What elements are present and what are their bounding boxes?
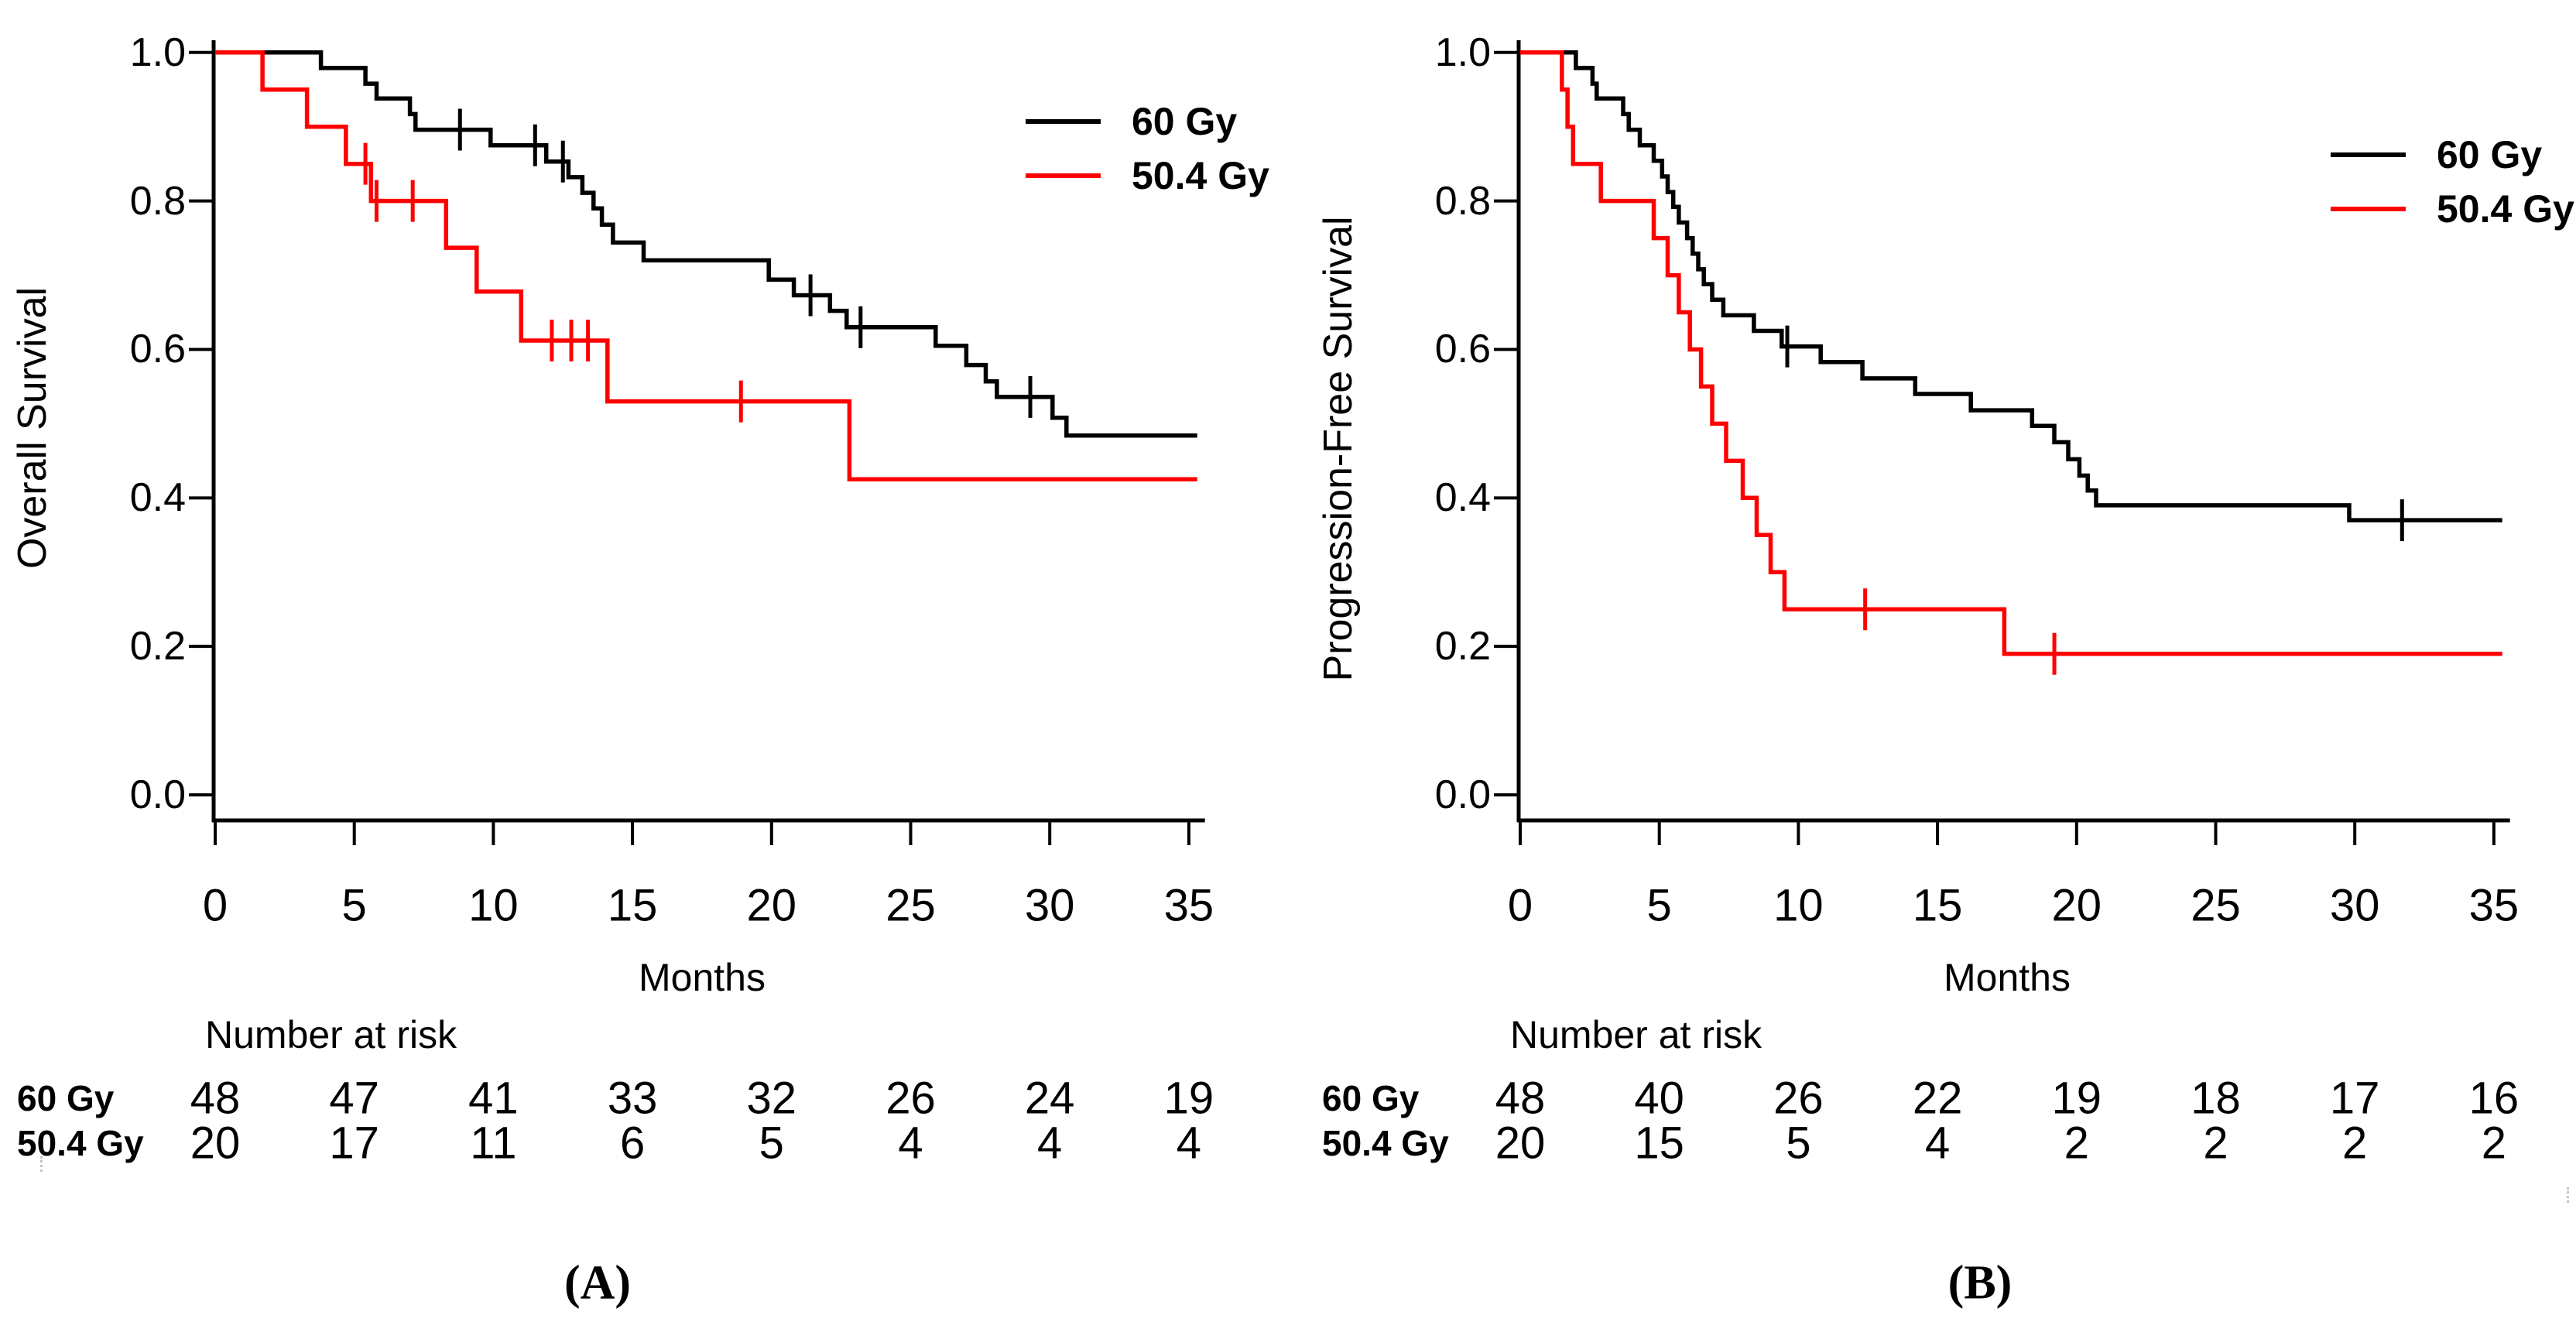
panel-a-y-tick-label: 0.4 xyxy=(129,475,186,521)
panel-b-risk-table-heading: Number at risk xyxy=(1510,1013,1762,1056)
panel-b-curve-60gy xyxy=(1520,50,2502,522)
panel-a-risk-value: 19 xyxy=(1163,1073,1214,1124)
panel-b-risk-value: 18 xyxy=(2191,1073,2241,1124)
panel-b-x-tick-label: 20 xyxy=(2051,880,2102,931)
panel-b-risk-row-label-50-4gy: 50.4 Gy xyxy=(1322,1123,1449,1163)
panel-a-risk-value: 48 xyxy=(190,1073,241,1124)
panel-a-x-tick-label: 0 xyxy=(202,880,228,931)
panel-b-risk-value: 22 xyxy=(1912,1073,1963,1124)
panel-b-y-tick-label: 0.6 xyxy=(1434,327,1491,372)
panel-a-y-tick-label: 1.0 xyxy=(129,29,186,75)
panel-b-y-axis-title: Progression-Free Survival xyxy=(1316,216,1361,682)
panel-b-x-tick-label: 5 xyxy=(1646,880,1672,931)
panel-b-legend-label-60gy: 60 Gy xyxy=(2437,133,2543,176)
panel-a-risk-value: 4 xyxy=(1176,1118,1202,1169)
panel-b-risk-value: 48 xyxy=(1495,1073,1546,1124)
scan-artifact xyxy=(40,1156,45,1172)
panel-b-x-tick-label: 0 xyxy=(1507,880,1533,931)
panel-b-risk-value: 16 xyxy=(2468,1073,2519,1124)
panel-b-risk-value: 40 xyxy=(1634,1073,1684,1124)
panel-b-y-tick-label: 0.8 xyxy=(1434,178,1491,224)
panel-b-risk-value: 4 xyxy=(1924,1118,1951,1169)
panel-b-risk-value: 26 xyxy=(1773,1073,1824,1124)
panel-b-x-tick-label: 10 xyxy=(1773,880,1824,931)
panel-b-x-axis-title: Months xyxy=(1944,956,2071,999)
panel-a-risk-value: 4 xyxy=(1037,1118,1063,1169)
panel-a-x-tick-label: 35 xyxy=(1163,880,1214,931)
panel-a-risk-table-heading: Number at risk xyxy=(205,1013,457,1056)
panel-a-x-axis-title: Months xyxy=(639,956,766,999)
panel-a-curve-60gy xyxy=(215,50,1197,438)
panel-a-y-tick-label: 0.8 xyxy=(129,178,186,224)
panel-b-y-tick-label: 0.4 xyxy=(1434,475,1491,521)
panel-a-legend-label-50-4gy: 50.4 Gy xyxy=(1132,154,1269,197)
panel-a-x-tick-label: 20 xyxy=(746,880,797,931)
panel-a-y-tick-label: 0.6 xyxy=(129,327,186,372)
panel-a-risk-value: 41 xyxy=(468,1073,519,1124)
panel-b-risk-row-label-60gy: 60 Gy xyxy=(1322,1078,1420,1118)
panel-a-risk-value: 11 xyxy=(470,1118,517,1169)
panel-a-x-tick-label: 10 xyxy=(468,880,519,931)
panel-b-x-tick-label: 30 xyxy=(2329,880,2380,931)
panel-a-risk-value: 4 xyxy=(898,1118,923,1169)
panel-a-x-tick-label: 25 xyxy=(886,880,936,931)
panel-a-x-tick-label: 15 xyxy=(607,880,658,931)
panel-a-x-tick-label: 30 xyxy=(1024,880,1075,931)
panel-b-x-tick-label: 25 xyxy=(2191,880,2241,931)
panel-a-risk-value: 33 xyxy=(607,1073,658,1124)
panel-b-x-tick-label: 15 xyxy=(1912,880,1963,931)
panel-a-risk-row-label-50-4gy: 50.4 Gy xyxy=(17,1123,144,1163)
panel-b-curve-504gy xyxy=(1520,50,2502,656)
panel-b-risk-value: 2 xyxy=(2342,1118,2368,1169)
panel-b-risk-value: 5 xyxy=(1786,1118,1811,1169)
panel-a-risk-value: 17 xyxy=(329,1118,379,1169)
panel-a-risk-value: 5 xyxy=(759,1118,784,1169)
panel-a-y-tick-label: 0.2 xyxy=(129,624,186,669)
panel-a-risk-row-label-60gy: 60 Gy xyxy=(17,1078,115,1118)
panel-b-y-tick-label: 1.0 xyxy=(1434,29,1491,75)
panel-b-y-tick-label: 0.2 xyxy=(1434,624,1491,669)
panel-a-x-tick-label: 5 xyxy=(341,880,367,931)
panel-a-risk-value: 32 xyxy=(746,1073,797,1124)
panel-b-risk-value: 2 xyxy=(2203,1118,2228,1169)
panel-a-curve-504gy xyxy=(215,50,1197,482)
panel-b-x-tick-label: 35 xyxy=(2468,880,2519,931)
panel-b-risk-value: 20 xyxy=(1495,1118,1546,1169)
panel-a-caption: (A) xyxy=(564,1256,632,1310)
scan-artifact xyxy=(2567,1187,2571,1203)
panel-b-risk-value: 17 xyxy=(2329,1073,2380,1124)
panel-a-y-tick-label: 0.0 xyxy=(129,772,186,817)
panel-b-risk-value: 2 xyxy=(2064,1118,2089,1169)
panel-b-caption: (B) xyxy=(1947,1256,2012,1310)
panel-b-risk-value: 15 xyxy=(1634,1118,1684,1169)
panel-a-legend-label-60gy: 60 Gy xyxy=(1132,100,1238,143)
panel-b-y-tick-label: 0.0 xyxy=(1434,772,1491,817)
panel-a-risk-value: 47 xyxy=(329,1073,379,1124)
panel-b-legend-label-50-4gy: 50.4 Gy xyxy=(2437,187,2574,231)
panel-b-risk-value: 19 xyxy=(2051,1073,2102,1124)
panel-a-risk-value: 24 xyxy=(1024,1073,1075,1124)
panel-a-risk-value: 20 xyxy=(190,1118,241,1169)
panel-a-risk-value: 6 xyxy=(619,1118,646,1169)
panel-a-y-axis-title: Overall Survival xyxy=(10,286,55,570)
panel-a-risk-value: 26 xyxy=(886,1073,936,1124)
panel-b-risk-value: 2 xyxy=(2481,1118,2507,1169)
